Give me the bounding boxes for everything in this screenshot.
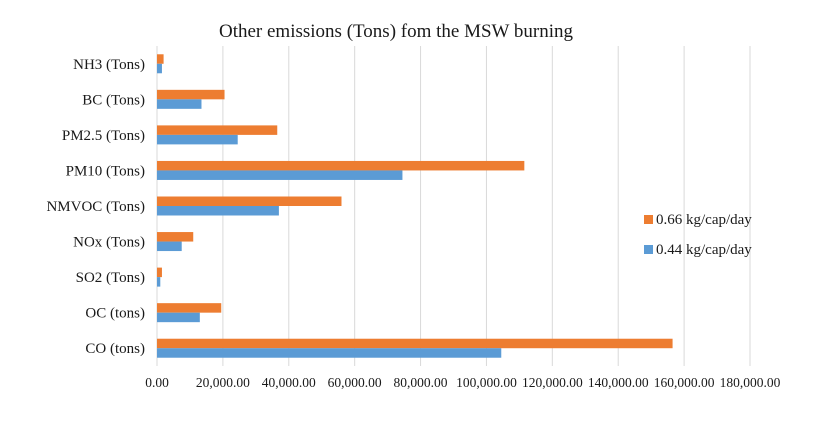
legend-label-0.66: 0.66 kg/cap/day (656, 212, 752, 228)
bar-0.66-1 (157, 89, 225, 100)
bar-0.44-8 (157, 348, 502, 358)
legend: 0.66 kg/cap/day 0.44 kg/cap/day (644, 212, 752, 258)
bar-0.66-2 (157, 125, 278, 135)
category-label: PM10 (Tons) (66, 163, 145, 179)
category-label: NH3 (Tons) (73, 57, 145, 73)
bar-0.66-4 (157, 196, 342, 206)
bar-0.44-3 (157, 170, 403, 180)
legend-label-0.44: 0.44 kg/cap/day (656, 242, 752, 258)
bar-0.44-2 (157, 134, 238, 145)
legend-swatch-0.44 (644, 245, 653, 254)
category-label: CO (tons) (85, 341, 145, 357)
bar-0.66-6 (157, 267, 162, 278)
bar-0.66-7 (157, 303, 222, 313)
x-tick-label: 80,000.00 (394, 375, 448, 390)
x-tick-label: 20,000.00 (196, 375, 250, 390)
x-tick-label: 180,000.00 (720, 375, 781, 390)
category-label: BC (Tons) (82, 92, 145, 108)
x-tick-label: 140,000.00 (588, 375, 649, 390)
bar-0.66-5 (157, 232, 194, 242)
bar-0.44-0 (157, 63, 162, 74)
bar-0.66-8 (157, 338, 673, 349)
x-tick-label: 160,000.00 (654, 375, 715, 390)
category-labels: NH3 (Tons) BC (Tons) PM2.5 (Tons) PM10 (Ton… (46, 57, 145, 357)
category-label: NOx (Tons) (73, 235, 145, 251)
bar-0.66-0 (157, 54, 164, 64)
x-axis-tick-labels: 0.00 20,000.00 40,000.00 60,000.00 80,000.00… (145, 375, 780, 390)
chart-title: Other emissions (Tons) fom the MSW burni… (219, 21, 574, 42)
category-label: NMVOC (Tons) (46, 199, 145, 215)
category-label: SO2 (Tons) (76, 270, 145, 286)
x-tick-label: 40,000.00 (262, 375, 316, 390)
bar-0.44-1 (157, 99, 202, 109)
bar-0.44-6 (157, 277, 161, 287)
legend-swatch-0.66 (644, 215, 653, 224)
category-label: PM2.5 (Tons) (62, 128, 145, 144)
bars (157, 54, 673, 358)
x-tick-label: 120,000.00 (522, 375, 583, 390)
bar-0.44-5 (157, 241, 182, 252)
x-tick-label: 100,000.00 (456, 375, 517, 390)
x-tick-label: 60,000.00 (328, 375, 382, 390)
x-tick-label: 0.00 (145, 375, 169, 390)
bar-0.44-4 (157, 206, 279, 216)
category-label: OC (tons) (85, 306, 145, 322)
bar-0.44-7 (157, 312, 200, 323)
bar-0.66-3 (157, 160, 525, 171)
